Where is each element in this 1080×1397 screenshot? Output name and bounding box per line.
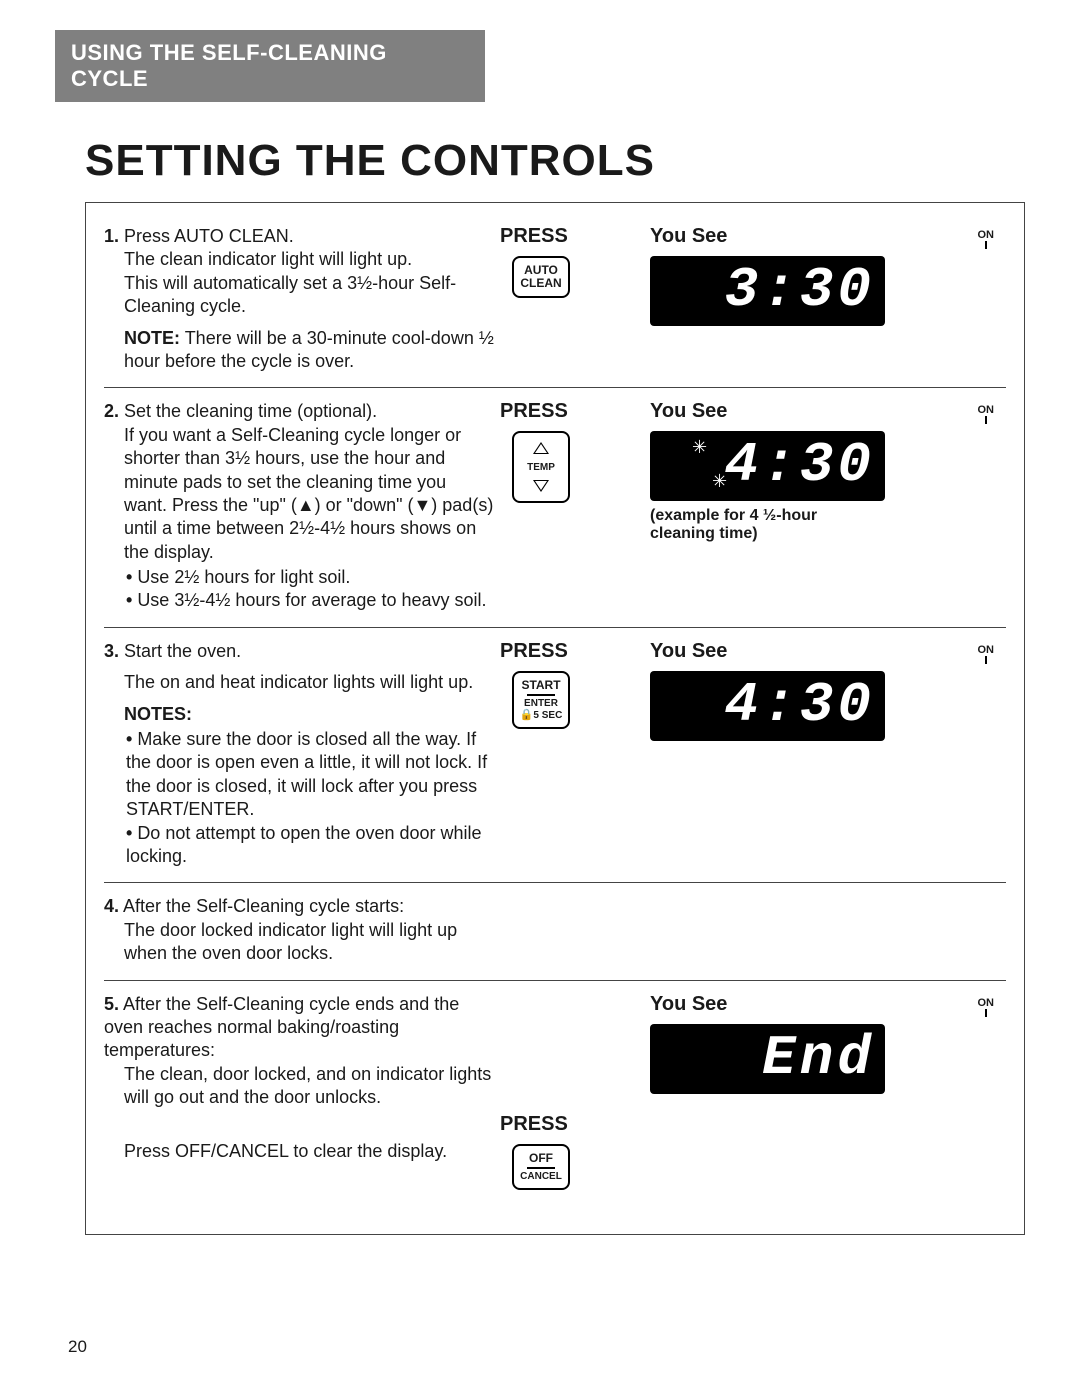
step-4-see-col: [644, 895, 1006, 965]
on-indicator-3: ON: [978, 644, 995, 664]
press-hdr-5: PRESS: [500, 1113, 644, 1136]
step-5-title: After the Self-Cleaning cycle ends and t…: [104, 994, 459, 1061]
step-1-press-col: PRESS AUTO CLEAN: [494, 225, 644, 373]
step-2-press-col: PRESS TEMP: [494, 400, 644, 613]
start-l3: 5 SEC: [533, 710, 562, 721]
start-enter-button[interactable]: START ENTER 🔒5 SEC: [512, 671, 570, 729]
display-1: 3:30: [650, 256, 885, 326]
step-1-text: 1. Press AUTO CLEAN. The clean indicator…: [104, 225, 494, 373]
notes-label-3: NOTES:: [124, 704, 192, 724]
start-l1: START: [518, 679, 564, 692]
content-frame: 1. Press AUTO CLEAN. The clean indicator…: [85, 202, 1025, 1235]
page-number: 20: [68, 1337, 87, 1357]
step-2-see-col: You See ON ✳ ✳ 4:30 (example for 4 ½-hou…: [644, 400, 1006, 613]
step-1-note: There will be a 30-minute cool-down ½ ho…: [124, 328, 494, 371]
page: USING THE SELF-CLEANING CYCLE SETTING TH…: [0, 0, 1080, 1397]
step-2-num: 2.: [104, 401, 119, 421]
step-1-p2: This will automatically set a 3½-hour Se…: [104, 272, 494, 319]
step-5: 5. After the Self-Cleaning cycle ends an…: [104, 981, 1006, 1204]
on-indicator-1: ON: [978, 229, 995, 249]
temp-label: TEMP: [527, 462, 555, 473]
auto-clean-button[interactable]: AUTO CLEAN: [512, 256, 570, 298]
step-5-p2: Press OFF/CANCEL to clear the display.: [104, 1140, 494, 1163]
step-5-see-col: You See ON End: [644, 993, 1006, 1190]
press-hdr-1: PRESS: [500, 225, 644, 248]
step-2-b2: Use 3½-4½ hours for average to heavy soi…: [126, 589, 494, 612]
step-1-see-col: You See ON 3:30: [644, 225, 1006, 373]
display-4-value: End: [660, 1030, 875, 1086]
step-1: 1. Press AUTO CLEAN. The clean indicator…: [104, 213, 1006, 388]
up-arrow-icon: [533, 442, 549, 454]
step-3-see-col: You See ON 4:30: [644, 640, 1006, 869]
step-5-num: 5.: [104, 994, 119, 1014]
step-1-p1: The clean indicator light will light up.: [104, 248, 494, 271]
step-2-b1: Use 2½ hours for light soil.: [126, 566, 494, 589]
press-hdr-3: PRESS: [500, 640, 644, 663]
temp-button[interactable]: TEMP: [512, 431, 570, 503]
on-indicator-2: ON: [978, 404, 995, 424]
step-1-title: Press AUTO CLEAN.: [124, 226, 294, 246]
top-bar: USING THE SELF-CLEANING CYCLE: [55, 30, 485, 102]
step-4: 4. After the Self-Cleaning cycle starts:…: [104, 883, 1006, 980]
step-3-num: 3.: [104, 641, 119, 661]
display-4: End: [650, 1024, 885, 1094]
step-4-p1: The door locked indicator light will lig…: [104, 919, 494, 966]
press-hdr-2: PRESS: [500, 400, 644, 423]
section-title: SETTING THE CONTROLS: [85, 136, 1025, 190]
step-4-text: 4. After the Self-Cleaning cycle starts:…: [104, 895, 494, 965]
button-rule-2: [527, 1167, 555, 1169]
off-l1: OFF: [518, 1152, 564, 1165]
see-hdr-5: You See: [650, 993, 1006, 1016]
see-hdr-2: You See: [650, 400, 1006, 423]
see-hdr-3: You See: [650, 640, 1006, 663]
step-1-num: 1.: [104, 226, 119, 246]
step-2-title: Set the cleaning time (optional).: [124, 401, 377, 421]
burst-icon-2: ✳: [712, 471, 727, 492]
step-4-press-col: [494, 895, 644, 965]
step-5-p1: The clean, door locked, and on indicator…: [104, 1063, 494, 1110]
down-arrow-icon: [533, 480, 549, 492]
display-2-note: (example for 4 ½-hour cleaning time): [650, 507, 885, 543]
note-label-1: NOTE:: [124, 328, 180, 348]
burst-icon-1: ✳: [692, 437, 707, 458]
auto-clean-l2: CLEAN: [518, 277, 564, 290]
step-3-text: 3. Start the oven. The on and heat indic…: [104, 640, 494, 869]
step-5-press-col: PRESS OFF CANCEL: [494, 993, 644, 1190]
step-3-title: Start the oven.: [124, 641, 241, 661]
display-2: ✳ ✳ 4:30: [650, 431, 885, 501]
step-3-p1: The on and heat indicator lights will li…: [104, 671, 494, 694]
step-2-text: 2. Set the cleaning time (optional). If …: [104, 400, 494, 613]
off-cancel-button[interactable]: OFF CANCEL: [512, 1144, 570, 1190]
step-5-text: 5. After the Self-Cleaning cycle ends an…: [104, 993, 494, 1190]
display-3-value: 4:30: [660, 677, 875, 733]
lock-icon: 🔒: [520, 709, 534, 721]
step-3: 3. Start the oven. The on and heat indic…: [104, 628, 1006, 884]
step-2: 2. Set the cleaning time (optional). If …: [104, 388, 1006, 628]
step-3-b1: Make sure the door is closed all the way…: [126, 728, 494, 822]
button-rule: [527, 694, 555, 696]
display-3: 4:30: [650, 671, 885, 741]
on-indicator-5: ON: [978, 997, 995, 1017]
step-3-press-col: PRESS START ENTER 🔒5 SEC: [494, 640, 644, 869]
display-1-value: 3:30: [660, 262, 875, 318]
see-hdr-1: You See: [650, 225, 1006, 248]
start-l2: ENTER: [518, 698, 564, 709]
step-4-num: 4.: [104, 896, 119, 916]
off-l2: CANCEL: [518, 1171, 564, 1182]
step-4-title: After the Self-Cleaning cycle starts:: [123, 896, 404, 916]
step-2-p1: If you want a Self-Cleaning cycle longer…: [104, 424, 494, 564]
step-3-b2: Do not attempt to open the oven door whi…: [126, 822, 494, 869]
